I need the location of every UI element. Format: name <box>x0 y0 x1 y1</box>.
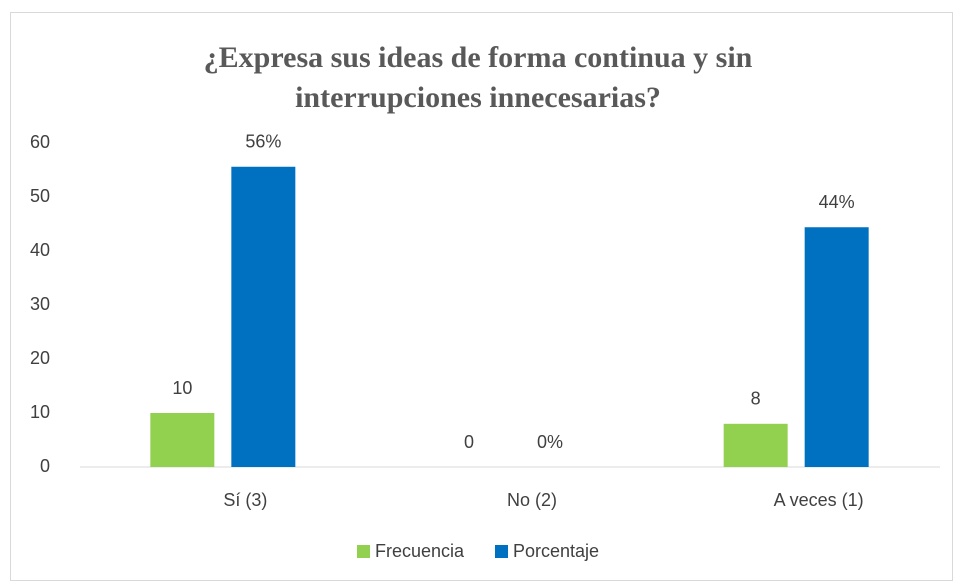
chart-title-line: ¿Expresa sus ideas de forma continua y s… <box>204 41 753 74</box>
data-label: 10 <box>172 378 192 398</box>
chart-border <box>10 12 953 581</box>
y-tick-label: 40 <box>30 240 50 260</box>
data-label: 44% <box>819 192 855 212</box>
legend-label: Frecuencia <box>375 541 465 561</box>
bar <box>150 413 215 467</box>
chart-title-line: interrupciones innecesarias? <box>295 81 661 114</box>
legend-swatch <box>357 545 370 558</box>
y-tick-label: 30 <box>30 294 50 314</box>
bar <box>804 227 869 467</box>
data-label: 8 <box>751 389 761 409</box>
y-tick-label: 50 <box>30 186 50 206</box>
x-tick-label: A veces (1) <box>774 490 864 510</box>
legend-swatch <box>495 545 508 558</box>
bar <box>231 166 296 467</box>
data-label: 0% <box>537 432 563 452</box>
y-tick-label: 0 <box>40 456 50 476</box>
data-label: 0 <box>464 432 474 452</box>
bar <box>723 423 788 467</box>
x-tick-label: Sí (3) <box>223 490 267 510</box>
y-tick-label: 60 <box>30 132 50 152</box>
y-tick-label: 20 <box>30 348 50 368</box>
y-tick-label: 10 <box>30 402 50 422</box>
legend-label: Porcentaje <box>513 541 599 561</box>
x-tick-label: No (2) <box>507 490 557 510</box>
data-label: 56% <box>245 132 281 152</box>
